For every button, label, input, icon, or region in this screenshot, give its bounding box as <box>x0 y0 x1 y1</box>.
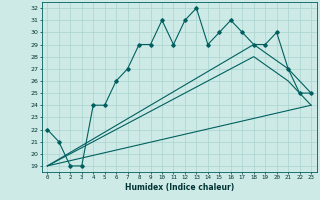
X-axis label: Humidex (Indice chaleur): Humidex (Indice chaleur) <box>124 183 234 192</box>
